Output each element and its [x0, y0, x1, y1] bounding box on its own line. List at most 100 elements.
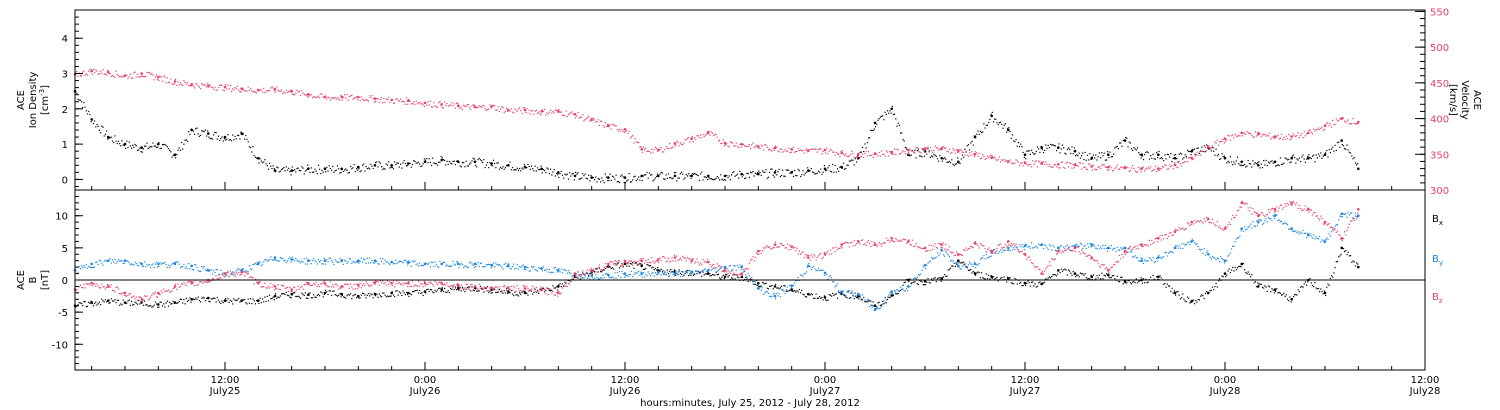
bz-point	[1290, 201, 1293, 205]
velocity-point	[523, 108, 527, 112]
bx-point	[1323, 291, 1327, 295]
by-point	[640, 272, 643, 275]
ion-density-point	[207, 132, 210, 135]
ion-density-point	[357, 165, 360, 169]
bx-point	[407, 291, 410, 295]
velocity-cloud	[75, 68, 1359, 173]
by-point	[257, 262, 260, 266]
ion-density-cloud	[75, 91, 1359, 184]
bz-point	[1340, 236, 1343, 240]
velocity-point	[623, 128, 627, 131]
bz-point	[1240, 201, 1243, 205]
ion-density-point	[107, 135, 110, 139]
density-label-line1: ACE	[16, 90, 27, 110]
ion-density-point	[1140, 153, 1143, 156]
by-point	[323, 259, 327, 263]
bz-point	[423, 281, 427, 285]
b-tick-label: 5	[62, 244, 68, 255]
ion-density-point	[757, 172, 760, 176]
velocity-point	[890, 150, 893, 154]
top-panel-data	[73, 68, 1360, 184]
bz-point	[740, 272, 743, 275]
bz-point	[290, 288, 294, 291]
x-tick-time: 12:00	[211, 375, 240, 386]
bx-point	[723, 275, 727, 279]
bz-point	[890, 236, 893, 240]
by-point	[457, 262, 460, 266]
velocity-point	[907, 148, 910, 152]
velocity-point	[373, 97, 377, 100]
by-point	[473, 262, 477, 266]
x-tick-date: July27	[809, 386, 841, 397]
by-point	[357, 259, 360, 263]
ion-density-point	[1007, 128, 1010, 132]
velocity-point	[457, 104, 460, 107]
bz-point	[1357, 208, 1360, 211]
velocity-tick-label: 500	[1430, 43, 1449, 54]
legend-by: By	[1432, 254, 1443, 267]
ion-density-point	[1090, 156, 1093, 160]
velocity-point	[1223, 137, 1227, 140]
density-unit: [cm-3]	[38, 85, 51, 115]
velocity-tick-label: 400	[1430, 115, 1449, 126]
x-tick-date: July25	[209, 386, 241, 397]
ion-density-point	[690, 174, 693, 178]
bz-point	[607, 262, 610, 266]
bx-point	[757, 281, 760, 285]
by-point	[1023, 244, 1027, 248]
bz-point	[157, 291, 160, 295]
x-tick-time: 0:00	[1214, 375, 1236, 386]
bz-cloud	[75, 200, 1359, 304]
ion-density-point	[623, 176, 627, 179]
legend: Bx By Bz	[1432, 214, 1443, 305]
b-unit: [nT]	[40, 270, 51, 290]
by-point	[1157, 256, 1160, 259]
bz-point	[623, 260, 627, 264]
density-tick-label: 4	[62, 34, 68, 45]
bx-point	[1157, 275, 1160, 279]
ion-density-point	[223, 135, 227, 139]
by-point	[1257, 220, 1260, 224]
ion-density-point	[423, 160, 427, 164]
bz-point	[457, 283, 460, 287]
ion-density-point	[1157, 153, 1160, 156]
by-point	[507, 264, 510, 268]
bz-point	[773, 243, 777, 246]
velocity-tick-label: 300	[1430, 186, 1449, 197]
x-tick-time: 12:00	[611, 375, 640, 386]
ion-density-point	[140, 146, 143, 149]
ion-density-point	[1023, 153, 1027, 156]
velocity-tick-label: 350	[1430, 150, 1449, 161]
by-point	[740, 265, 743, 269]
velocity-point	[590, 118, 593, 122]
by-point	[1340, 212, 1343, 216]
bz-point	[590, 269, 593, 272]
bx-point	[440, 288, 444, 291]
bz-point	[1273, 208, 1277, 211]
b-label-line2: B	[28, 276, 39, 283]
ion-density-point	[540, 167, 543, 171]
by-point	[957, 264, 960, 268]
ion-density-point	[440, 158, 444, 162]
by-point	[157, 262, 160, 266]
velocity-point	[273, 88, 277, 91]
x-tick-time: 0:00	[814, 375, 836, 386]
ion-density-point	[157, 142, 160, 146]
bx-point	[273, 294, 277, 298]
velocity-point	[923, 147, 927, 150]
by-point	[1090, 243, 1093, 246]
b-axis-label: ACE B [nT]	[16, 270, 51, 290]
bz-point	[1140, 243, 1143, 246]
by-point	[290, 258, 294, 261]
velocity-axis-label: ACE Velocity [km/s]	[1447, 80, 1482, 119]
top-panel-frame	[74, 9, 1426, 191]
bx-point	[1357, 265, 1360, 269]
ion-density-point	[1107, 153, 1110, 156]
bz-point	[1007, 240, 1010, 243]
density-tick-label: 2	[62, 105, 68, 116]
bz-point	[840, 243, 843, 246]
velocity-point	[140, 72, 143, 75]
by-point	[807, 264, 810, 268]
ion-density-point	[773, 171, 777, 174]
ion-density-point	[490, 162, 494, 165]
